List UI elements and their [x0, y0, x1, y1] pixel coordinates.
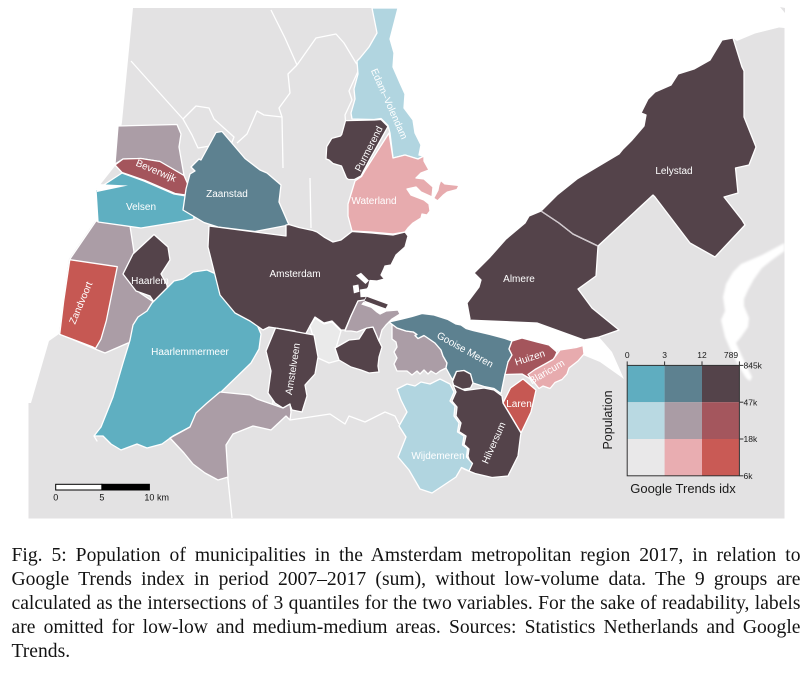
svg-text:Lelystad: Lelystad [655, 166, 692, 177]
svg-text:Velsen: Velsen [126, 202, 156, 213]
svg-text:789: 789 [724, 350, 738, 360]
svg-text:47k: 47k [744, 397, 758, 407]
svg-text:Zaanstad: Zaanstad [206, 189, 248, 200]
svg-text:6k: 6k [744, 471, 754, 481]
svg-text:Haarlemmermeer: Haarlemmermeer [151, 347, 229, 358]
svg-text:845k: 845k [744, 361, 763, 371]
svg-text:km: km [157, 493, 169, 503]
svg-text:Almere: Almere [503, 274, 535, 285]
svg-text:18k: 18k [744, 434, 758, 444]
svg-text:Amsterdam: Amsterdam [269, 269, 320, 280]
svg-text:3: 3 [662, 350, 667, 360]
svg-text:0: 0 [53, 493, 58, 503]
svg-text:Google Trends idx: Google Trends idx [630, 481, 736, 496]
svg-text:Population: Population [601, 390, 615, 449]
svg-text:Waterland: Waterland [351, 196, 396, 207]
svg-text:0: 0 [625, 350, 630, 360]
svg-text:5: 5 [99, 493, 104, 503]
svg-text:10: 10 [144, 493, 154, 503]
svg-text:Laren: Laren [506, 399, 532, 410]
svg-text:12: 12 [697, 350, 707, 360]
svg-text:Wijdemeren: Wijdemeren [411, 451, 464, 462]
svg-text:Haarlem: Haarlem [131, 276, 169, 287]
